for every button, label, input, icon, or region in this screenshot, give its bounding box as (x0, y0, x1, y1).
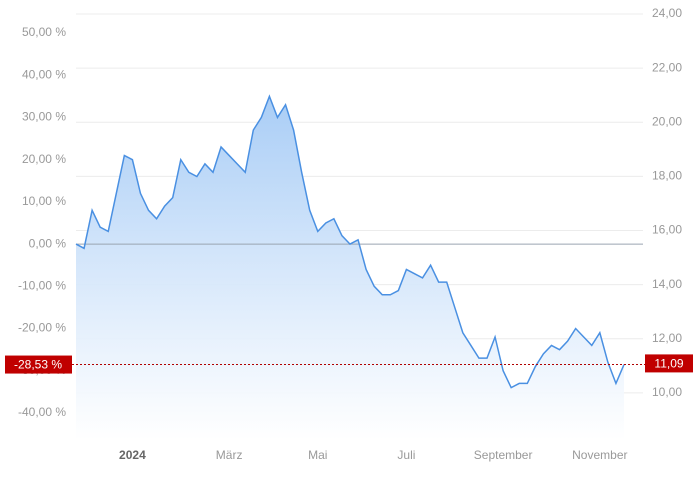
y-tick-label: -40,00 % (18, 405, 66, 419)
y-tick-label: 50,00 % (22, 25, 66, 39)
y2-tick-label: 14,00 (652, 277, 682, 291)
y2-tick-label: 16,00 (652, 223, 682, 237)
x-tick-label: Mai (308, 448, 327, 462)
last-value-badge (5, 355, 72, 374)
x-tick-label: 2024 (119, 448, 146, 462)
line (75, 94, 625, 389)
x-tick-label: Juli (397, 448, 415, 462)
y-tick-label: -20,00 % (18, 321, 66, 335)
y-tick-label: 10,00 % (22, 194, 66, 208)
y-tick-label: 40,00 % (22, 67, 66, 81)
last-value-label: 11,09 (654, 357, 683, 371)
y2-tick-label: 24,00 (652, 6, 682, 20)
y2-tick-label: 20,00 (652, 114, 682, 128)
x-tick-label: März (216, 448, 243, 462)
y2-tick-label: 22,00 (652, 60, 682, 74)
y2-tick-label: 10,00 (652, 385, 682, 399)
y-tick-label: 0,00 % (29, 236, 67, 250)
y-tick-label: 30,00 % (22, 110, 66, 124)
last-value-badge (645, 354, 693, 373)
last-value-label: -28,53 % (14, 358, 62, 372)
y2-tick-label: 18,00 (652, 169, 682, 183)
y2-tick-label: 12,00 (652, 331, 682, 345)
area (76, 96, 624, 440)
x-tick-label: September (474, 448, 533, 462)
y-tick-label: 20,00 % (22, 152, 66, 166)
y-tick-label: -10,00 % (18, 278, 66, 292)
x-tick-label: November (572, 448, 627, 462)
